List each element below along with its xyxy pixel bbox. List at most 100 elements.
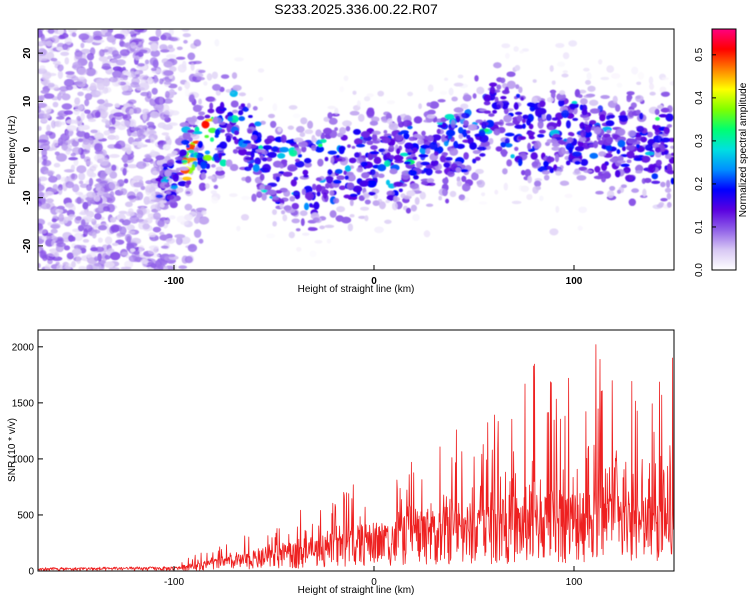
spectrogram-blob [182,176,192,181]
spectrogram-blob [439,90,448,95]
spectrogram-blob [202,154,212,161]
spectrogram-blob [304,202,309,211]
snr-y-tick-label: 0 [28,567,34,578]
spectrogram-blob [38,48,47,57]
spectrogram-blob [248,115,253,118]
spectrogram-blob [99,187,105,194]
spectrogram-blob [461,175,467,182]
spectrogram-blob [58,213,64,222]
spectrogram-blob [359,180,369,187]
spectrogram-blob [191,133,200,140]
spectrogram-blob [111,164,117,171]
spectrogram-blob [531,161,539,168]
spectrogram-blob [303,174,309,178]
spectrogram-blob [307,227,318,231]
spectrogram-blob [113,112,125,117]
spectrogram-blob [287,125,294,130]
spectrogram-blob [232,136,237,141]
spectrogram-blob [549,228,559,236]
spectrogram-blob [636,81,642,85]
spectrogram-blob [551,80,556,85]
spectrogram-blob [121,251,129,256]
spectrogram-blob [193,39,202,47]
spectrogram-blob [198,69,206,74]
spectrogram-blob [241,214,249,221]
spectrogram-blob [147,249,158,255]
spectrogram-blob [50,228,58,234]
snr-y-tick-label: 1000 [12,454,35,465]
spectrogram-blob [103,130,111,136]
spectrogram-blob [234,138,239,145]
spectrogram-blob [510,154,515,159]
spectrogram-blob [142,108,150,115]
spectrogram-blob [345,126,351,132]
spectrogram-blob [612,95,618,104]
spectrogram-blob [598,59,603,65]
spectrogram-blob [99,157,110,166]
spectrogram-blob [358,195,365,201]
spectrogram-blob [627,130,637,138]
spectrogram-blob [248,163,254,168]
spectrogram-blob [71,32,77,38]
spectrogram-blob [574,168,580,175]
spectrogram-blob [156,160,162,166]
spectrogram-blob [555,171,562,176]
spectrogram-blob [297,154,302,158]
spectrogram-blob [455,115,461,123]
spectrogram-x-ticks: -100 0 100 [164,265,583,287]
spectrogram-blob [162,98,173,104]
spectrogram-blob [610,73,621,79]
spectrogram-blob [320,132,325,140]
spectrogram-blob [343,194,351,199]
spectrogram-blob [335,169,343,174]
spectrogram-blob [56,242,66,248]
spectrogram-blob [531,97,538,104]
spectrogram-blob [98,203,103,212]
spectrogram-blob [336,155,340,158]
spectrogram-blob [568,40,578,47]
spectrogram-blob [630,102,637,109]
spectrogram-blob [352,90,357,95]
spectrogram-blob [130,42,137,49]
spectrogram-y-ticks: -20 -10 0 10 20 [22,47,43,253]
figure-title: S233.2025.336.00.22.R07 [274,1,438,17]
spectrogram-blob [152,226,162,233]
spectrogram-blob [74,216,81,224]
spectrogram-blob [443,139,449,147]
spectrogram-blob [511,200,522,205]
spectrogram-blob [156,104,164,112]
spectrogram-blob [323,127,333,135]
spectrogram-blob [62,43,69,50]
spectrogram-blob [50,224,60,229]
spectrogram-blob [536,107,547,115]
spectrogram-blob [250,150,255,159]
spectrogram-blob [360,161,368,167]
spectrogram-blob [344,165,352,172]
spectrogram-blob [292,190,300,197]
spectrogram-blob [148,36,160,42]
spectrogram-blob [413,175,419,180]
spectrogram-blob [38,229,48,234]
spectrogram-blob [636,144,640,149]
spectrogram-blob [190,62,195,71]
spectrogram-blob [569,132,575,137]
spectrogram-blob [238,92,246,97]
spectrogram-blob [188,94,195,103]
snr-y-label: SNR (10 * v/v) [7,418,18,482]
spectrogram-blob [161,245,169,249]
spectrogram-blob [52,139,59,147]
spectrogram-blob [145,154,152,161]
spectrogram-blob [90,129,98,134]
spectrogram-blob [466,130,471,134]
spectrogram-blob [272,221,277,227]
spectrogram-blob [385,199,390,203]
spectrogram-blob [301,145,307,153]
spectrogram-blob [279,203,284,209]
spectrogram-blob [572,117,579,121]
spectrogram-blob [38,102,48,108]
spectrogram-blob [354,152,360,158]
spectrogram-blob [43,93,55,99]
spectrogram-blob [353,129,361,135]
spectrogram-blob [244,157,254,161]
spectrogram-blob [631,66,639,75]
